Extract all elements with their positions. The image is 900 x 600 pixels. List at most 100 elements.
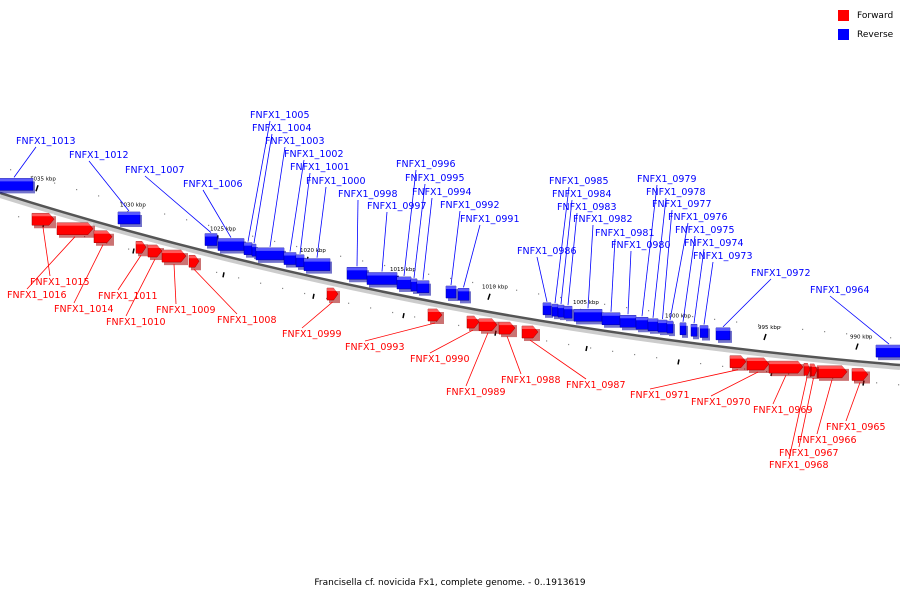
- scale-dot: [238, 277, 240, 279]
- scale-dot: [736, 321, 738, 323]
- gene-leader-line: [772, 374, 787, 405]
- gene-block: [135, 241, 147, 254]
- gene-label: FNFX1_0974: [684, 238, 744, 249]
- gene-label: FNFX1_0983: [557, 202, 617, 213]
- gene-highlight: [658, 320, 667, 324]
- gene-highlight: [817, 365, 847, 369]
- scale-dot: [340, 255, 342, 257]
- gene-label: FNFX1_0971: [630, 390, 690, 401]
- scale-dot: [516, 289, 518, 291]
- gene-label: FNFX1_0965: [826, 422, 886, 433]
- gene-highlight: [680, 322, 686, 326]
- gene-label: FNFX1_1009: [156, 305, 216, 316]
- gene-label: FNFX1_0972: [751, 268, 811, 279]
- gene-highlight: [397, 276, 411, 280]
- legend-forward-label: Forward: [857, 10, 894, 21]
- tick-label: 990 kbp: [850, 335, 873, 341]
- gene-leader-line: [722, 278, 772, 328]
- scale-dot: [406, 269, 408, 271]
- gene-block: [56, 222, 94, 235]
- legend-forward: Forward: [838, 8, 893, 23]
- gene-block: [875, 344, 900, 358]
- gene-block: [31, 212, 55, 226]
- gene-label: FNFX1_1005: [250, 110, 310, 121]
- gene-leader-line: [669, 222, 689, 321]
- legend-reverse: Reverse: [838, 27, 893, 42]
- scale-dot: [384, 264, 386, 267]
- gene-leader-line: [693, 248, 705, 324]
- gene-leader-line: [88, 160, 130, 212]
- gene-leader-line: [269, 146, 286, 247]
- gene-leader-line: [703, 261, 714, 325]
- scale-dot: [494, 285, 496, 288]
- gene-label: FNFX1_0998: [338, 189, 398, 200]
- gene-leader-line: [829, 295, 890, 345]
- scale-dot: [876, 382, 878, 384]
- gene-block: [303, 258, 331, 271]
- tick-mark: [222, 272, 225, 278]
- scale-dot: [700, 362, 702, 365]
- scale-dot: [98, 195, 100, 197]
- gene-block: [715, 327, 731, 341]
- tick-label: 1015 kbp: [390, 267, 416, 273]
- gene-highlight: [347, 267, 367, 271]
- scale-dot: [230, 230, 232, 232]
- scale-dot: [216, 271, 218, 274]
- gene-highlight: [205, 233, 217, 237]
- gene-leader-line: [381, 211, 388, 272]
- gene-highlight: [769, 361, 803, 365]
- scale-dot: [186, 219, 188, 221]
- gene-label: FNFX1_0984: [552, 189, 612, 200]
- forward-swatch: [838, 10, 849, 21]
- gene-highlight: [876, 345, 900, 349]
- scale-dot: [32, 175, 34, 178]
- gene-leader-line: [13, 146, 37, 178]
- gene-block: [521, 325, 539, 339]
- gene-highlight: [94, 230, 112, 234]
- gene-highlight: [467, 316, 479, 320]
- gene-label: FNFX1_0981: [595, 228, 655, 239]
- gene-leader-line: [413, 183, 426, 278]
- tick-mark: [132, 248, 135, 254]
- gene-leader-line: [652, 197, 667, 318]
- gene-label: FNFX1_0964: [810, 285, 870, 296]
- gene-block: [768, 360, 804, 374]
- scale-dot: [692, 315, 694, 318]
- gene-label: FNFX1_0985: [549, 176, 609, 187]
- gene-leader-line: [289, 159, 305, 252]
- gene-block: [746, 357, 770, 371]
- scale-dot: [282, 287, 284, 290]
- scale-dot: [538, 293, 540, 295]
- gene-highlight: [558, 305, 564, 309]
- gene-highlight: [636, 317, 648, 321]
- gene-label: FNFX1_0969: [753, 405, 813, 416]
- gene-highlight: [218, 238, 244, 242]
- tick-label: 1010 kbp: [482, 285, 508, 291]
- tick-label: 1020 kbp: [300, 248, 326, 254]
- gene-label: FNFX1_0997: [367, 201, 427, 212]
- tick-label: 1000 kbp: [665, 313, 691, 319]
- gene-leader-line: [356, 199, 359, 267]
- gene-label: FNFX1_1016: [7, 290, 67, 301]
- gene-label: FNFX1_1014: [54, 304, 114, 315]
- scale-dot: [128, 248, 130, 250]
- gene-highlight: [411, 278, 417, 282]
- gene-leader-line: [42, 227, 51, 277]
- gene-label: FNFX1_1010: [106, 317, 166, 328]
- gene-highlight: [148, 245, 162, 249]
- tick-label: 1025 kbp: [210, 226, 236, 232]
- gene-leader-line: [299, 172, 311, 254]
- gene-leader-line: [463, 224, 481, 288]
- scale-dot: [428, 273, 430, 275]
- scale-dot: [670, 313, 672, 315]
- gene-highlight: [730, 355, 746, 359]
- tick-mark: [677, 359, 680, 365]
- gene-label: FNFX1_1001: [290, 162, 350, 173]
- gene-label: FNFX1_0991: [460, 214, 520, 225]
- tick-mark: [312, 293, 315, 299]
- gene-block: [478, 318, 498, 332]
- scale-dot: [326, 297, 328, 300]
- scale-dot: [590, 347, 592, 349]
- gene-label: FNFX1_1004: [252, 123, 312, 134]
- gene-label: FNFX1_0978: [646, 187, 706, 198]
